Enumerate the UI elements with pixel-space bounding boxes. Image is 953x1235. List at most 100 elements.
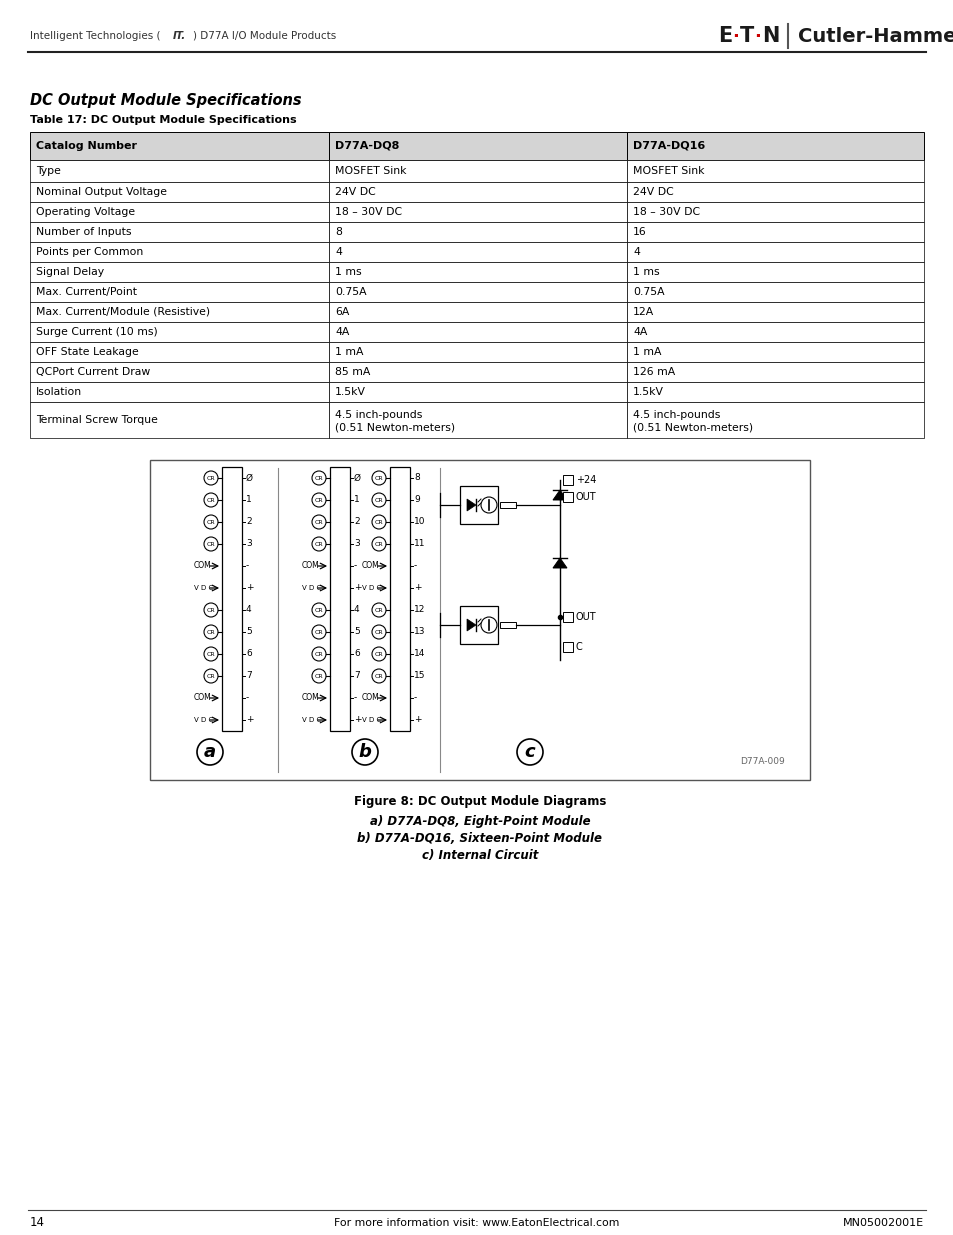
Circle shape [204,669,218,683]
Text: b: b [358,743,371,761]
Text: CR: CR [207,673,215,678]
Bar [626,242,923,262]
Text: 4: 4 [246,605,252,615]
Text: 15: 15 [414,672,425,680]
Text: 6: 6 [246,650,252,658]
Circle shape [480,496,497,513]
Circle shape [204,603,218,618]
Text: b) D77A-DQ16, Sixteen-Point Module: b) D77A-DQ16, Sixteen-Point Module [357,832,602,846]
Bar [626,342,923,362]
Text: ) D77A I/O Module Products: ) D77A I/O Module Products [193,31,335,41]
Bar [626,132,923,161]
Text: Cutler-Hammer: Cutler-Hammer [797,26,953,46]
Bar [329,203,626,222]
Text: 24V DC: 24V DC [335,186,375,198]
Polygon shape [467,619,476,631]
Text: CR: CR [207,652,215,657]
Text: 4: 4 [633,247,639,257]
Text: OUT: OUT [576,492,596,501]
Text: 12A: 12A [633,308,654,317]
Text: CR: CR [375,608,383,613]
Bar [30,342,329,362]
Bar [626,303,923,322]
Text: (0.51 Newton-meters): (0.51 Newton-meters) [335,422,455,432]
Text: 4.5 inch-pounds: 4.5 inch-pounds [633,410,720,420]
Text: 12: 12 [414,605,425,615]
Bar [562,475,573,485]
Text: Type: Type [36,165,61,177]
Text: 6: 6 [354,650,359,658]
Text: D77A-009: D77A-009 [740,757,784,767]
Text: c: c [524,743,535,761]
Text: 1 ms: 1 ms [335,267,361,277]
Text: Table 17: DC Output Module Specifications: Table 17: DC Output Module Specification… [30,115,296,125]
Text: -: - [354,694,356,703]
Text: 1: 1 [246,495,252,505]
Text: Operating Voltage: Operating Voltage [36,207,135,217]
Bar [562,613,573,622]
Text: QCPort Current Draw: QCPort Current Draw [36,367,150,377]
Text: Surge Current (10 ms): Surge Current (10 ms) [36,327,157,337]
Text: 2: 2 [354,517,359,526]
Circle shape [312,471,326,485]
Text: E: E [718,26,732,46]
Text: V D C: V D C [302,585,321,592]
Text: 14: 14 [30,1216,45,1230]
Text: 4.5 inch-pounds: 4.5 inch-pounds [335,410,422,420]
Text: 4A: 4A [633,327,647,337]
Text: OUT: OUT [576,613,596,622]
Text: 1: 1 [354,495,359,505]
Text: COM: COM [193,694,212,703]
Text: 14: 14 [414,650,425,658]
Text: Max. Current/Module (Resistive): Max. Current/Module (Resistive) [36,308,210,317]
Text: MOSFET Sink: MOSFET Sink [335,165,406,177]
Text: 85 mA: 85 mA [335,367,370,377]
Text: CR: CR [314,673,323,678]
Text: CR: CR [314,608,323,613]
Polygon shape [553,558,566,568]
Text: ·: · [731,28,739,46]
Bar [626,322,923,342]
Text: Ø: Ø [246,473,253,483]
Bar [329,242,626,262]
Text: Intelligent Technologies (: Intelligent Technologies ( [30,31,160,41]
Text: -: - [246,562,249,571]
Circle shape [312,515,326,529]
Text: -: - [414,562,416,571]
Text: CR: CR [207,541,215,547]
Circle shape [196,739,223,764]
Circle shape [204,471,218,485]
Bar [390,467,410,731]
Circle shape [372,493,386,508]
Text: COM: COM [193,562,212,571]
Text: 18 – 30V DC: 18 – 30V DC [633,207,700,217]
Text: 0.75A: 0.75A [335,287,366,296]
Text: 1 mA: 1 mA [633,347,660,357]
Bar [30,203,329,222]
Bar [329,382,626,403]
Text: Isolation: Isolation [36,387,82,396]
Text: 1.5kV: 1.5kV [633,387,663,396]
Bar [30,382,329,403]
Text: CR: CR [314,630,323,635]
Text: Points per Common: Points per Common [36,247,143,257]
Bar [30,362,329,382]
Text: +: + [354,583,361,593]
Text: V D C: V D C [193,718,213,722]
Circle shape [352,739,377,764]
Text: Ø: Ø [354,473,360,483]
Text: 1 ms: 1 ms [633,267,659,277]
Circle shape [312,603,326,618]
Text: 1.5kV: 1.5kV [335,387,366,396]
Text: CR: CR [207,520,215,525]
Bar [222,467,242,731]
Text: +24: +24 [576,475,596,485]
Circle shape [372,537,386,551]
Text: OFF State Leakage: OFF State Leakage [36,347,138,357]
Bar [30,222,329,242]
Text: D77A-DQ16: D77A-DQ16 [633,141,704,151]
Text: 4A: 4A [335,327,349,337]
Text: 4: 4 [354,605,359,615]
Circle shape [372,515,386,529]
Text: COM: COM [302,694,319,703]
